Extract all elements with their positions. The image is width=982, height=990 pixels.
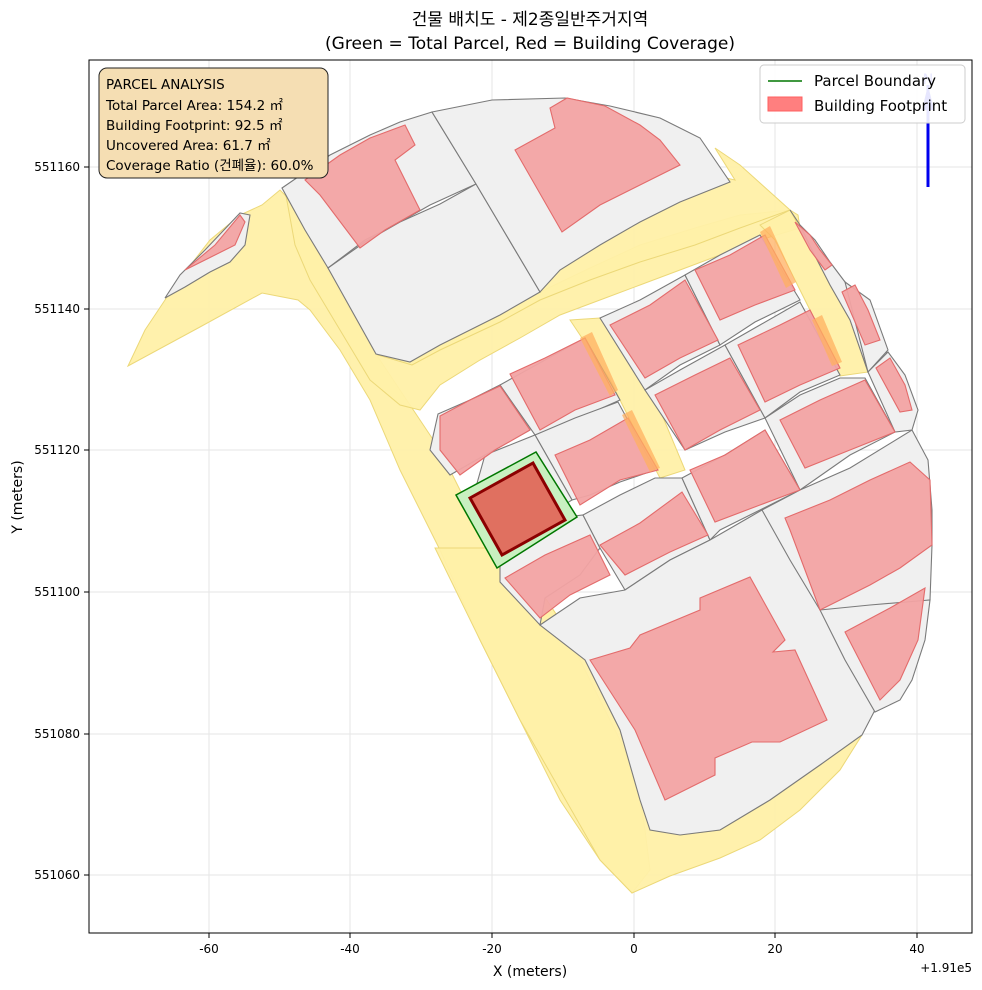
building-footprint [737,309,841,403]
legend-footprint-label: Building Footprint [814,97,947,115]
building-footprint [844,586,926,701]
chart-title-line2: (Green = Total Parcel, Red = Building Co… [325,34,735,54]
setback-overlap [622,410,660,472]
setback-overlap [812,315,842,366]
chart-title-line1: 건물 배치도 - 제2종일반주거지역 [412,10,648,30]
highlighted-building[interactable] [467,460,568,558]
setback-overlaps [580,226,842,472]
building-footprint [875,357,913,413]
building-footprint [439,385,531,476]
x-tick-label: 0 [630,942,638,956]
y-tick-label: 551100 [34,585,80,599]
building-footprint [694,234,796,321]
building-footprint [794,221,833,271]
building-footprint [514,97,681,233]
info-coverage-ratio: Coverage Ratio (건폐율): 60.0% [106,158,314,174]
info-total-area: Total Parcel Area: 154.2 ㎡ [105,98,283,114]
building-footprint [504,534,611,619]
info-box-background [98,67,329,179]
legend: Parcel Boundary Building Footprint [759,64,966,124]
building-footprint [184,214,246,271]
building-footprints [184,97,933,801]
y-tick-labels: 551060 551080 551100 551120 551140 55116… [34,160,80,882]
building-footprint [599,491,709,576]
info-heading: PARCEL ANALYSIS [106,77,225,93]
y-tick-label: 551160 [34,160,80,174]
y-axis-label: Y (meters) [10,460,26,534]
building-footprint [784,461,933,611]
info-uncovered-area: Uncovered Area: 61.7 ㎡ [106,138,271,154]
setback-overlap [760,226,796,288]
building-footprint [779,379,896,469]
y-tick-label: 551080 [34,727,80,741]
axes-frame [88,59,973,934]
x-tick-label: 40 [909,942,924,956]
building-footprint [841,284,881,346]
y-tick-label: 551140 [34,302,80,316]
x-tick-marks [208,933,918,938]
x-tick-label: -60 [199,942,219,956]
building-footprint [509,337,616,431]
building-footprint [554,417,659,506]
x-offset-label: +1.91e5 [920,961,972,975]
x-tick-label: 20 [767,942,782,956]
y-tick-label: 551060 [34,868,80,882]
y-tick-marks [84,166,89,876]
setback-overlap [580,332,618,396]
x-tick-label: -40 [340,942,360,956]
building-footprint [304,124,421,249]
building-footprint [689,429,801,523]
parcel-analysis-box: PARCEL ANALYSIS Total Parcel Area: 154.2… [98,67,329,179]
building-footprint [654,357,761,451]
x-tick-labels: -60 -40 -20 0 20 40 [199,942,924,956]
y-tick-label: 551120 [34,443,80,457]
legend-parcel-label: Parcel Boundary [814,72,936,90]
building-footprint [589,576,828,801]
building-footprint [609,279,719,379]
info-building-footprint: Building Footprint: 92.5 ㎡ [106,118,283,134]
legend-footprint-swatch [767,96,803,112]
x-tick-label: -20 [482,942,502,956]
plot-area: N [88,59,973,934]
legend-background [759,64,966,124]
x-axis-label: X (meters) [493,964,567,980]
